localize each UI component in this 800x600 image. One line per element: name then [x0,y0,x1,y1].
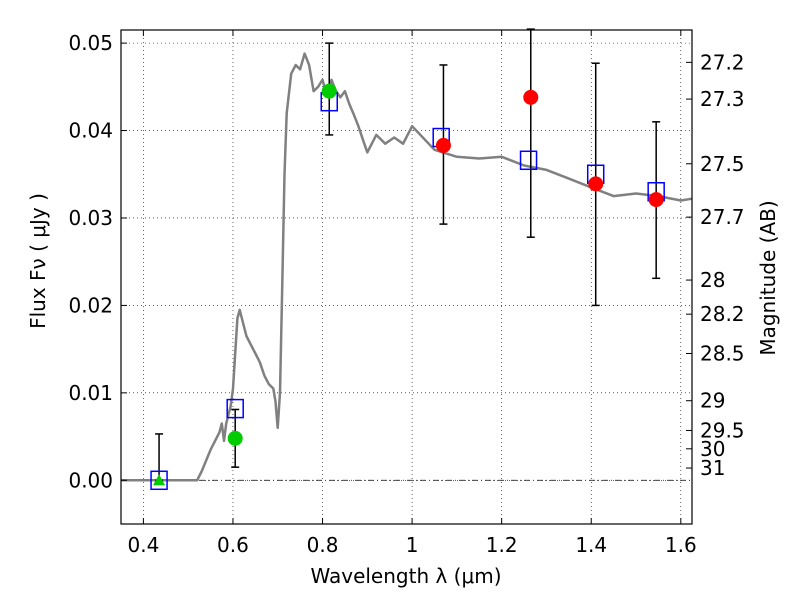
red-circle-marker [435,137,451,153]
blue-square-marker [519,150,538,171]
x-tick-label: 0.6 [217,533,249,557]
y2-tick-label: 27.7 [700,205,745,229]
x-tick-label: 0.8 [307,533,339,557]
y-tick-label: 0.02 [68,293,113,317]
y2-tick-label: 30 [700,437,725,461]
green-triangle-marker [153,474,166,486]
x-axis-label: Wavelength λ (μm) [310,564,501,588]
x-tick-label: 0.4 [127,533,159,557]
model-spectrum [121,52,693,482]
y-tick-label: 0.00 [68,468,113,492]
y2-tick-label: 29.5 [700,418,745,442]
y-tick-label: 0.01 [68,381,113,405]
y2-tick-label: 28 [700,268,725,292]
red-circle-marker [648,192,664,208]
y2-axis-label: Magnitude (AB) [756,200,780,355]
y2-tick-label: 28.5 [700,342,745,366]
y2-tick-label: 28.2 [700,302,745,326]
model-spectrum-line [121,52,693,482]
y-tick-label: 0.04 [68,119,113,143]
y2-tick-label: 29 [700,389,725,413]
error-bars [155,28,661,482]
markers [150,83,665,491]
plot-frame [120,29,693,525]
x-tick-label: 1.4 [575,533,607,557]
y2-tick-label: 27.3 [700,87,745,111]
y-tick-label: 0.03 [68,206,113,230]
ticks [121,30,692,524]
green-circle-marker [227,430,243,446]
x-tick-label: 1.2 [486,533,518,557]
blue-square-marker [150,470,168,491]
red-circle-marker [523,89,539,105]
x-tick-label: 1 [406,533,419,557]
y2-tick-label: 31 [700,456,725,480]
tick-labels: 0.4 0.6 0.8 1 1.2 1.4 1.6 0.00 0.01 0.02 0.03 0.04 0… [68,31,744,557]
y2-tick-label: 27.2 [700,50,745,74]
blue-square-marker [226,398,244,419]
y-tick-label: 0.05 [68,31,113,55]
green-circle-marker [321,83,337,99]
y-axis-label: Flux Fν ( μJy ) [26,193,50,329]
red-circle-marker [588,176,604,192]
x-tick-label: 1.6 [665,533,697,557]
y2-tick-label: 27.5 [700,152,745,176]
gridlines [121,30,692,524]
